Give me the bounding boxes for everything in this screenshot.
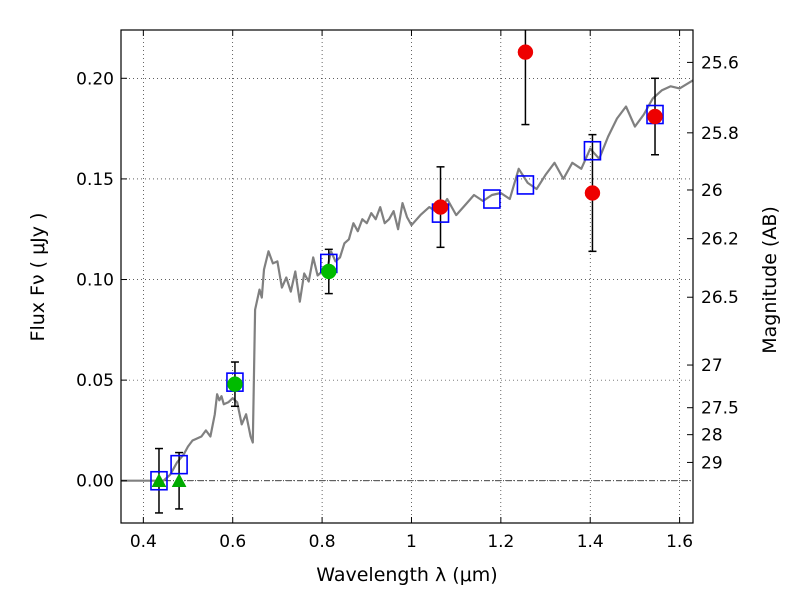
red-point — [517, 44, 534, 60]
magnitude-tick-label: 25.8 — [701, 124, 739, 144]
y-tick-label: 0.20 — [76, 69, 114, 89]
model-spectrum-layer — [121, 79, 694, 482]
grid — [121, 30, 693, 523]
x-tick-label: 0.4 — [130, 532, 157, 552]
model-spectrum-line — [121, 79, 694, 482]
model-photometry-box — [150, 470, 168, 491]
magnitude-tick-label: 26.2 — [701, 230, 739, 250]
magnitude-axis-title: Magnitude (AB) — [759, 206, 781, 354]
x-tick-label: 0.8 — [309, 532, 336, 552]
data-points — [151, 44, 663, 487]
y-tick-label: 0.15 — [76, 170, 114, 190]
red-point — [647, 108, 663, 125]
x-tick-label: 1.2 — [487, 532, 514, 552]
magnitude-tick-label: 28 — [701, 426, 723, 446]
y-tick-label: 0.05 — [76, 371, 114, 391]
triangle-point — [151, 473, 167, 487]
model-photometry-box — [583, 140, 602, 161]
model-photometry-layer — [150, 104, 664, 491]
magnitude-tick-label: 25.6 — [701, 53, 739, 73]
triangle-point — [171, 473, 187, 487]
y-tick-label: 0.10 — [76, 271, 114, 291]
x-tick-label: 1.6 — [666, 532, 693, 552]
green-point — [321, 263, 337, 280]
magnitude-tick-label: 29 — [701, 453, 723, 473]
plot-frame — [120, 29, 694, 524]
x-tick-label: 1 — [406, 532, 417, 552]
x-axis-title: Wavelength λ (μm) — [316, 564, 497, 586]
red-point — [432, 199, 449, 215]
y-axis-ticks: 0.00 0.05 0.10 0.15 0.20 — [76, 69, 127, 492]
x-tick-label: 1.4 — [577, 532, 604, 552]
magnitude-tick-label: 27.5 — [701, 399, 739, 419]
magnitude-axis-ticks: 25.6 25.8 26 26.2 26.5 27 27.5 28 29 — [687, 53, 739, 473]
model-photometry-box — [483, 189, 501, 209]
x-tick-label: 0.6 — [219, 532, 246, 552]
green-point — [227, 376, 243, 392]
magnitude-tick-label: 27 — [701, 356, 723, 376]
y-tick-label: 0.00 — [76, 472, 114, 492]
magnitude-tick-label: 26.5 — [701, 288, 739, 308]
error-bars — [154, 30, 660, 514]
magnitude-tick-label: 26 — [701, 181, 723, 201]
red-point — [584, 185, 601, 201]
x-axis-ticks: 0.4 0.6 0.8 1 1.2 1.4 1.6 — [130, 30, 693, 552]
model-photometry-box — [516, 175, 535, 195]
y-axis-title: Flux Fν ( μJy ) — [27, 213, 49, 342]
